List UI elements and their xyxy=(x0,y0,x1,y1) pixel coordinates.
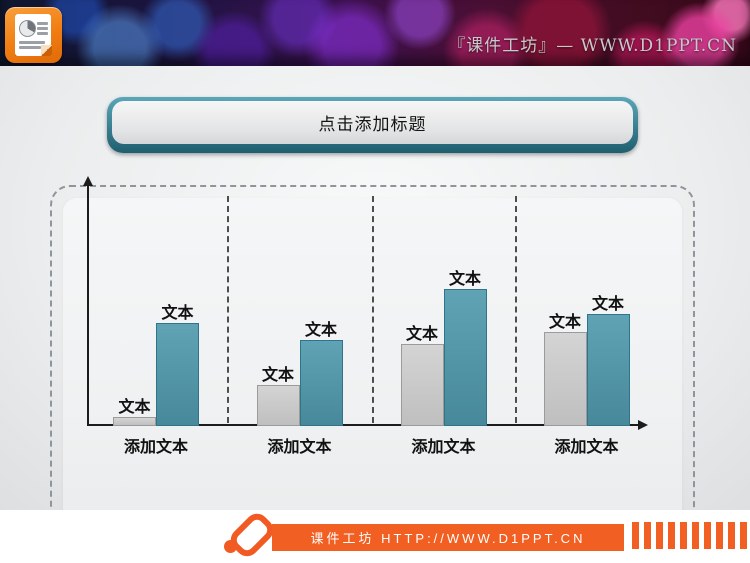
footer-band: 课件工坊 HTTP://WWW.D1PPT.CN xyxy=(0,508,750,563)
footer-brand-text: 课件工坊 HTTP://WWW.D1PPT.CN xyxy=(310,531,586,546)
category-label-4: 添加文本 xyxy=(554,439,619,456)
bar-label-series-teal-group4: 文本 xyxy=(591,296,624,313)
bar-label-series-gray-group2: 文本 xyxy=(261,367,294,384)
bar-series-teal-group1 xyxy=(156,323,199,426)
folded-corner-icon xyxy=(41,45,52,56)
y-axis-arrow-icon xyxy=(83,176,93,186)
pen-icon xyxy=(222,508,279,562)
bar-series-gray-group1 xyxy=(113,417,156,426)
y-axis xyxy=(87,184,89,426)
bar-label-series-gray-group4: 文本 xyxy=(548,314,581,331)
bar-label-series-teal-group2: 文本 xyxy=(304,322,337,339)
group-separator-1 xyxy=(227,196,229,423)
bar-series-gray-group2 xyxy=(256,385,300,426)
x-axis-arrow-icon xyxy=(638,420,648,430)
group-separator-3 xyxy=(515,196,517,423)
bar-label-series-teal-group3: 文本 xyxy=(448,271,481,288)
bar-series-teal-group4 xyxy=(586,314,630,426)
bar-label-series-gray-group3: 文本 xyxy=(405,326,438,343)
group-separator-2 xyxy=(372,196,374,423)
banner-brand-text: 『课件工坊』— WWW.D1PPT.CN xyxy=(448,36,737,56)
category-label-1: 添加文本 xyxy=(123,439,188,456)
powerpoint-icon xyxy=(5,7,62,63)
footer-brand-bar: 课件工坊 HTTP://WWW.D1PPT.CN xyxy=(272,524,624,551)
barcode-stripes-icon xyxy=(632,522,750,549)
bar-series-gray-group3 xyxy=(400,344,444,426)
bar-label-series-teal-group1: 文本 xyxy=(161,305,194,322)
top-banner: 『课件工坊』— WWW.D1PPT.CN xyxy=(0,0,750,66)
bar-series-gray-group4 xyxy=(543,332,587,426)
bar-series-teal-group3 xyxy=(443,289,487,426)
category-label-3: 添加文本 xyxy=(411,439,476,456)
title-placeholder[interactable]: 点击添加标题 xyxy=(107,97,638,153)
bar-label-series-gray-group1: 文本 xyxy=(118,399,151,416)
document-icon xyxy=(15,14,51,56)
slide-title[interactable]: 点击添加标题 xyxy=(112,101,633,144)
x-axis xyxy=(88,424,639,426)
pie-chart-glyph-icon xyxy=(19,20,36,37)
category-label-2: 添加文本 xyxy=(267,439,332,456)
bar-series-teal-group2 xyxy=(299,340,343,426)
